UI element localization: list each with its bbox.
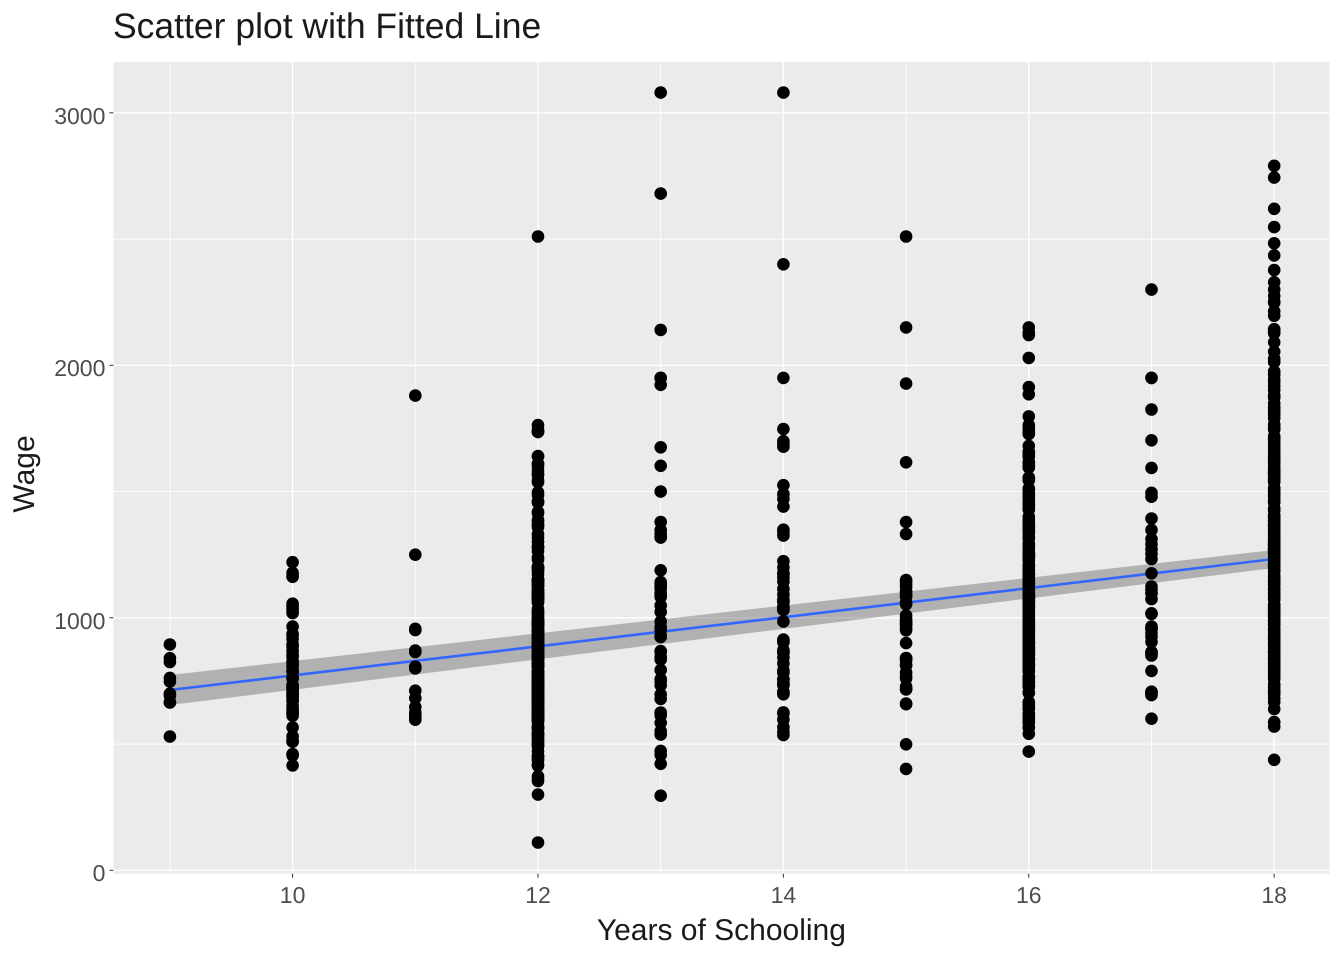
- svg-text:Wage: Wage: [8, 435, 41, 512]
